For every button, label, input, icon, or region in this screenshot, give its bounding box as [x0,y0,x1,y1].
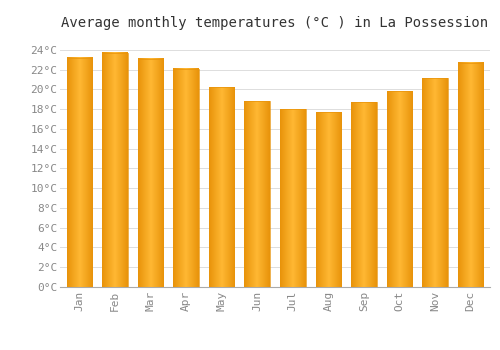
Bar [458,63,483,287]
Bar [209,88,234,287]
Bar [102,53,128,287]
Bar [174,69,199,287]
Bar [138,59,164,287]
Bar [316,112,341,287]
Bar [244,101,270,287]
Title: Average monthly temperatures (°C ) in La Possession: Average monthly temperatures (°C ) in La… [62,16,488,30]
Bar [67,58,92,287]
Bar [351,102,376,287]
Bar [422,78,448,287]
Bar [386,91,412,287]
Bar [280,109,305,287]
